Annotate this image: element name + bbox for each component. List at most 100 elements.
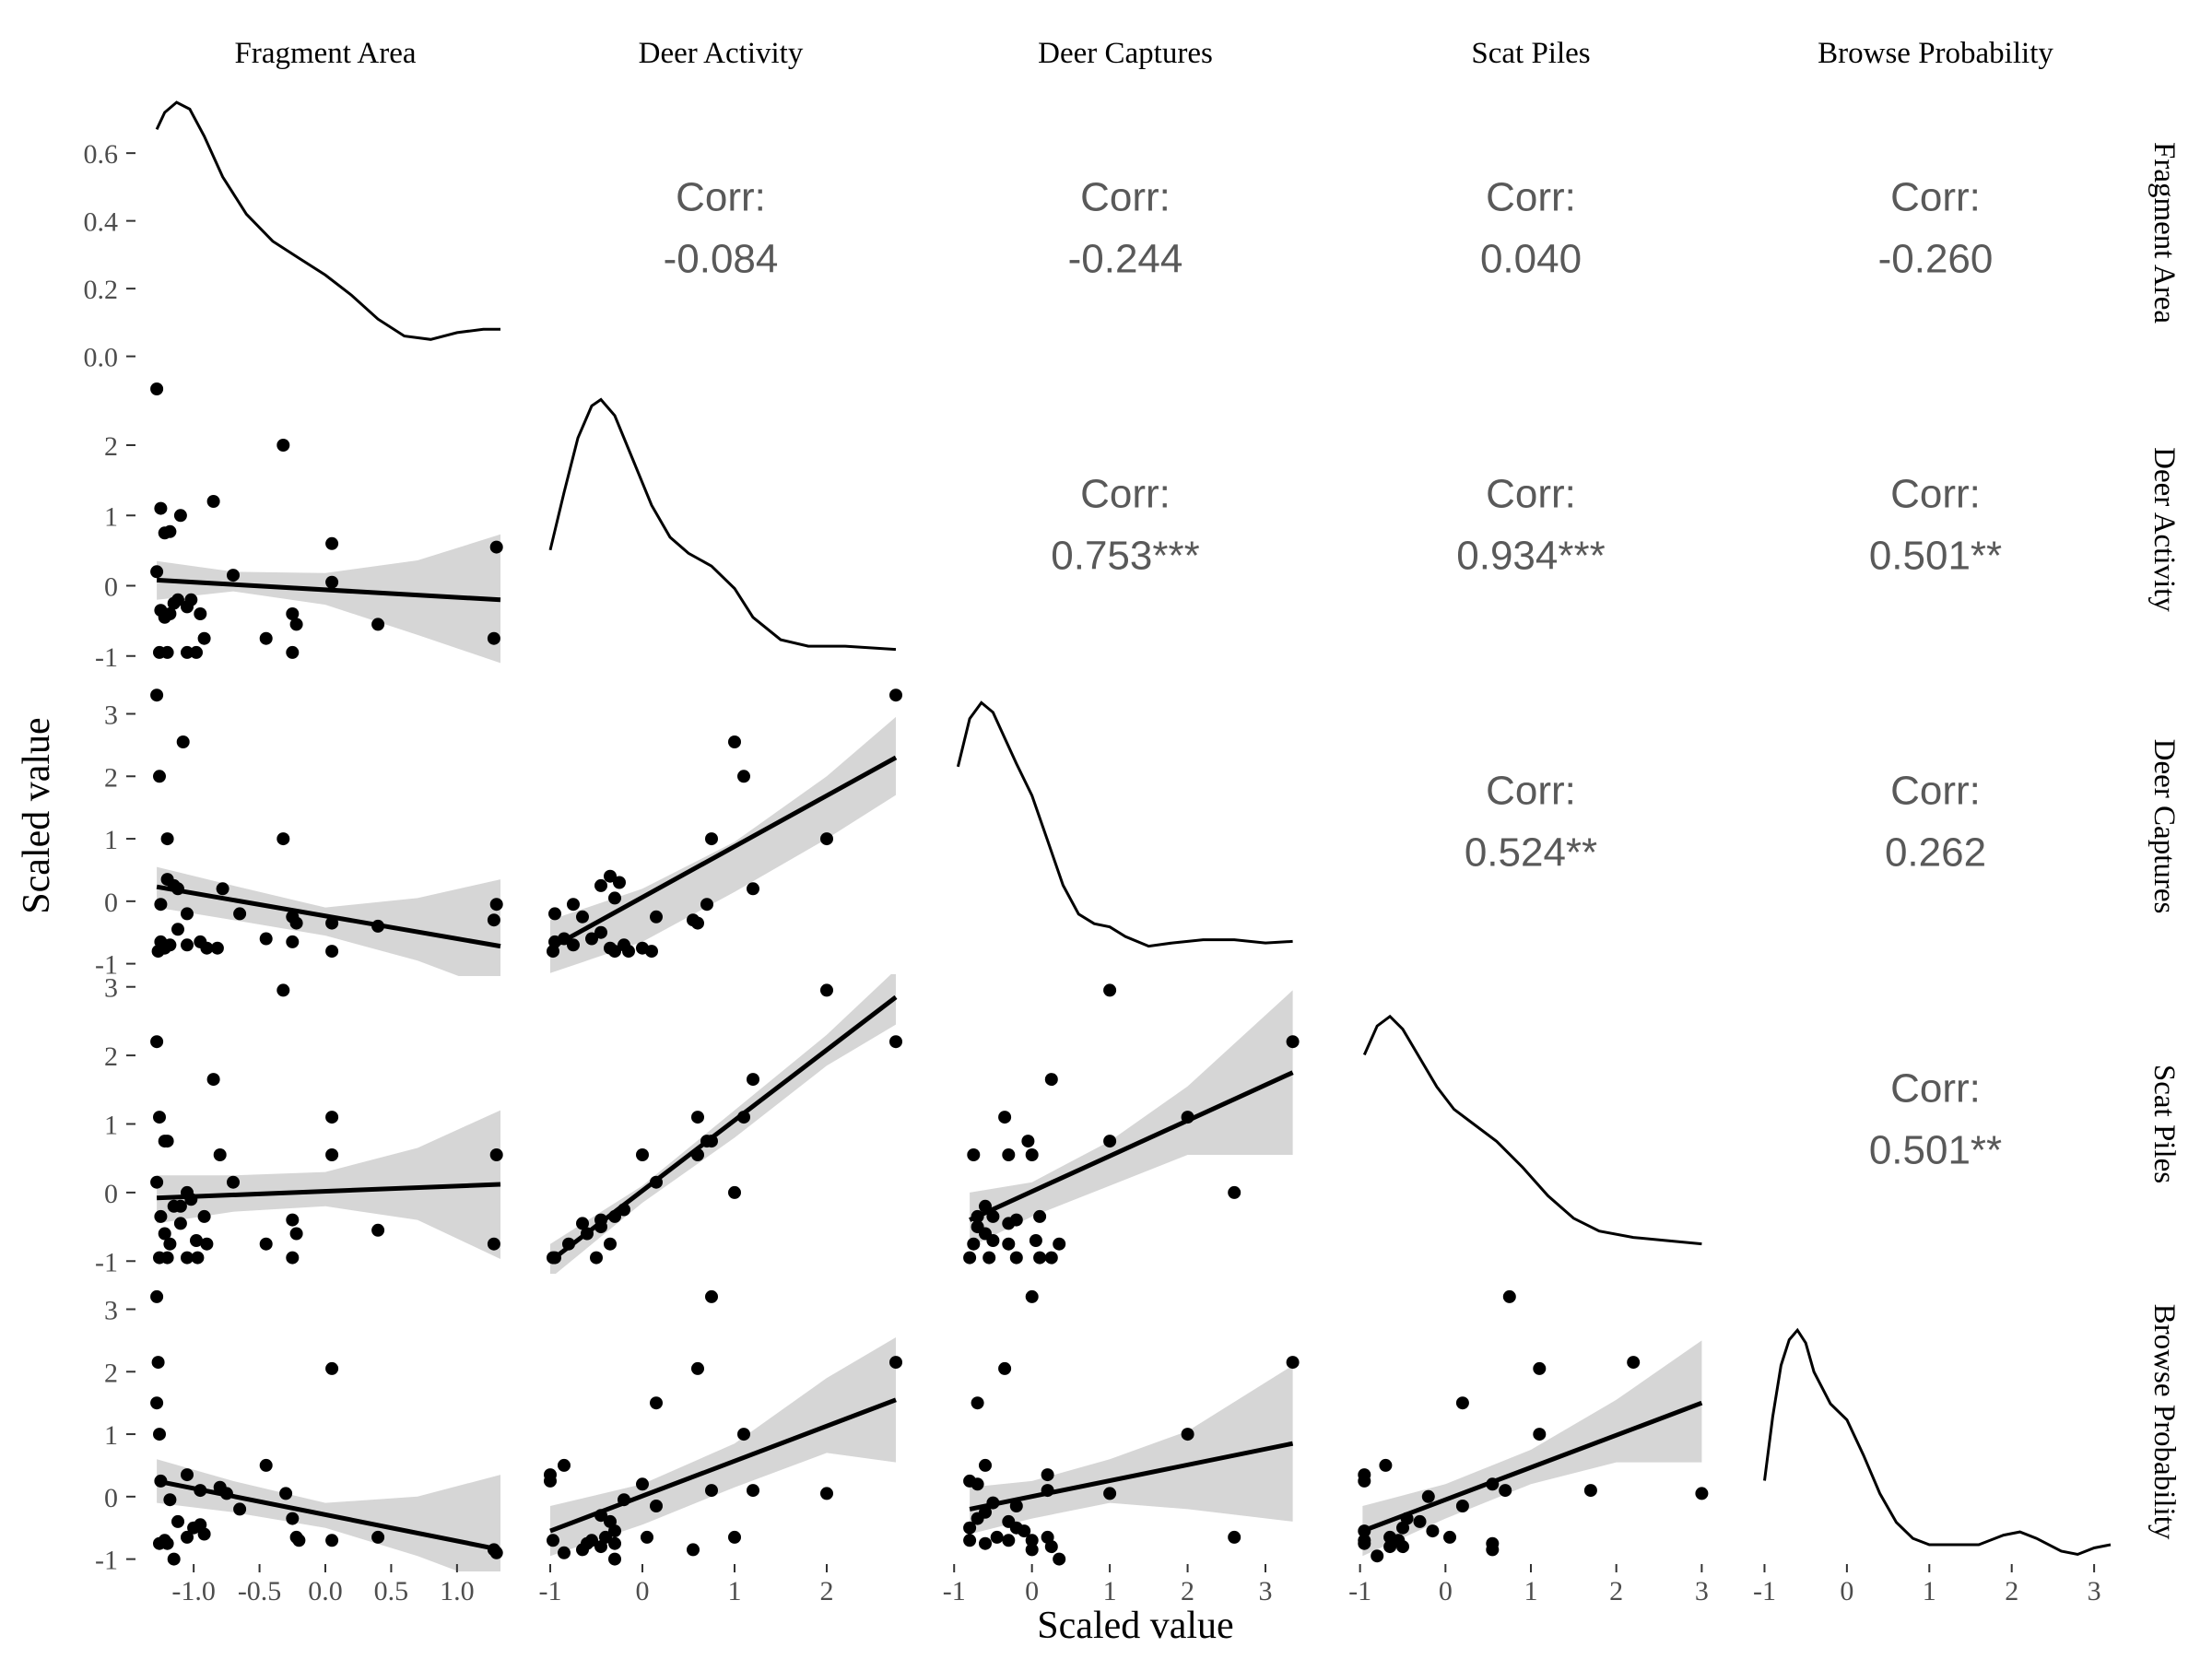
data-point bbox=[487, 913, 500, 927]
row-header: Deer Captures bbox=[2147, 739, 2181, 914]
column-header: Deer Captures bbox=[1038, 37, 1213, 70]
data-point bbox=[489, 540, 503, 554]
data-point bbox=[608, 891, 621, 905]
data-point bbox=[1009, 1213, 1023, 1227]
data-point bbox=[487, 631, 500, 645]
data-point bbox=[1018, 1524, 1031, 1538]
data-point bbox=[276, 983, 290, 997]
data-point bbox=[163, 1493, 177, 1507]
confidence-band bbox=[550, 716, 896, 973]
data-point bbox=[576, 910, 589, 924]
y-tick-label: 1 bbox=[104, 1111, 118, 1141]
data-point bbox=[963, 1534, 977, 1547]
data-point bbox=[1371, 1549, 1384, 1563]
data-point bbox=[1443, 1530, 1456, 1544]
corr-value: 0.501** bbox=[1869, 1128, 2002, 1173]
data-point bbox=[173, 1199, 187, 1213]
data-point bbox=[181, 645, 194, 659]
data-point bbox=[1286, 1356, 1300, 1370]
data-point bbox=[163, 938, 177, 952]
data-point bbox=[286, 1213, 300, 1227]
data-point bbox=[181, 1468, 194, 1482]
data-point bbox=[150, 1289, 164, 1303]
y-tick-label: 3 bbox=[104, 1296, 118, 1326]
data-point bbox=[206, 495, 220, 508]
data-point bbox=[986, 1234, 1000, 1247]
data-point bbox=[604, 869, 617, 883]
corr-label: Corr: bbox=[1080, 175, 1171, 220]
data-point bbox=[1025, 1534, 1039, 1547]
data-point bbox=[700, 898, 713, 912]
data-point bbox=[1044, 1540, 1058, 1554]
data-point bbox=[171, 923, 184, 936]
data-point bbox=[289, 1227, 303, 1241]
y-tick-label: 0.6 bbox=[84, 139, 119, 170]
data-point bbox=[608, 1552, 621, 1566]
data-point bbox=[213, 1148, 227, 1161]
data-point bbox=[371, 618, 385, 631]
data-point bbox=[1103, 1135, 1117, 1148]
x-tick-label: 3 bbox=[1695, 1576, 1709, 1606]
data-point bbox=[1025, 1543, 1039, 1557]
data-point bbox=[1413, 1514, 1427, 1528]
y-tick-label: 3 bbox=[104, 973, 118, 1004]
data-point bbox=[967, 1148, 981, 1161]
data-point bbox=[622, 945, 635, 959]
data-point bbox=[197, 1209, 211, 1223]
data-point bbox=[154, 1209, 168, 1223]
regression-line bbox=[156, 577, 501, 603]
corr-label: Corr: bbox=[1486, 472, 1576, 517]
column-header: Deer Activity bbox=[639, 37, 804, 70]
data-point bbox=[325, 536, 339, 550]
data-point bbox=[1455, 1396, 1469, 1410]
y-tick-label: 0.2 bbox=[84, 275, 119, 305]
data-point bbox=[191, 1251, 205, 1265]
regression-line bbox=[549, 1397, 897, 1534]
data-point bbox=[1002, 1148, 1016, 1161]
x-tick-label: 3 bbox=[1259, 1576, 1273, 1606]
regression-line bbox=[969, 1441, 1294, 1512]
scatter-panel bbox=[150, 688, 503, 976]
row-header: Browse Probability bbox=[2147, 1304, 2181, 1540]
row-header: Fragment Area bbox=[2147, 142, 2181, 324]
data-point bbox=[691, 1361, 704, 1375]
confidence-band bbox=[157, 866, 500, 976]
data-point bbox=[259, 1458, 273, 1472]
x-tick-label: -1.0 bbox=[171, 1576, 216, 1606]
data-point bbox=[1228, 1530, 1241, 1544]
row-header: Scat Piles bbox=[2147, 1065, 2181, 1183]
data-point bbox=[1383, 1530, 1397, 1544]
data-point bbox=[286, 935, 300, 948]
data-point bbox=[998, 1361, 1012, 1375]
data-point bbox=[176, 735, 190, 748]
data-point bbox=[728, 735, 741, 748]
data-point bbox=[227, 1175, 240, 1189]
y-tick-label: 2 bbox=[104, 762, 118, 793]
data-point bbox=[1455, 1500, 1469, 1512]
data-point bbox=[153, 770, 166, 783]
data-point bbox=[650, 1500, 663, 1512]
data-point bbox=[1009, 1500, 1023, 1512]
confidence-band bbox=[550, 974, 896, 1274]
data-point bbox=[160, 1135, 174, 1148]
x-tick-label: 0 bbox=[636, 1576, 650, 1606]
data-point bbox=[820, 983, 833, 997]
row-header: Deer Activity bbox=[2147, 447, 2181, 612]
data-point bbox=[150, 382, 164, 395]
data-point bbox=[325, 1111, 339, 1124]
data-point bbox=[1379, 1458, 1393, 1472]
data-point bbox=[286, 1512, 300, 1525]
data-point bbox=[990, 1530, 1004, 1544]
x-tick-label: 0.5 bbox=[374, 1576, 409, 1606]
scatter-panel bbox=[1358, 1289, 1709, 1563]
corr-label: Corr: bbox=[1890, 1066, 1981, 1112]
data-point bbox=[650, 1396, 663, 1410]
data-point bbox=[190, 645, 203, 659]
data-point bbox=[163, 1237, 177, 1251]
x-tick-label: 1 bbox=[1923, 1576, 1936, 1606]
data-point bbox=[279, 1487, 293, 1500]
data-point bbox=[163, 524, 177, 538]
y-tick-label: 0 bbox=[104, 888, 118, 918]
data-point bbox=[691, 1111, 704, 1124]
data-point bbox=[608, 1536, 621, 1550]
